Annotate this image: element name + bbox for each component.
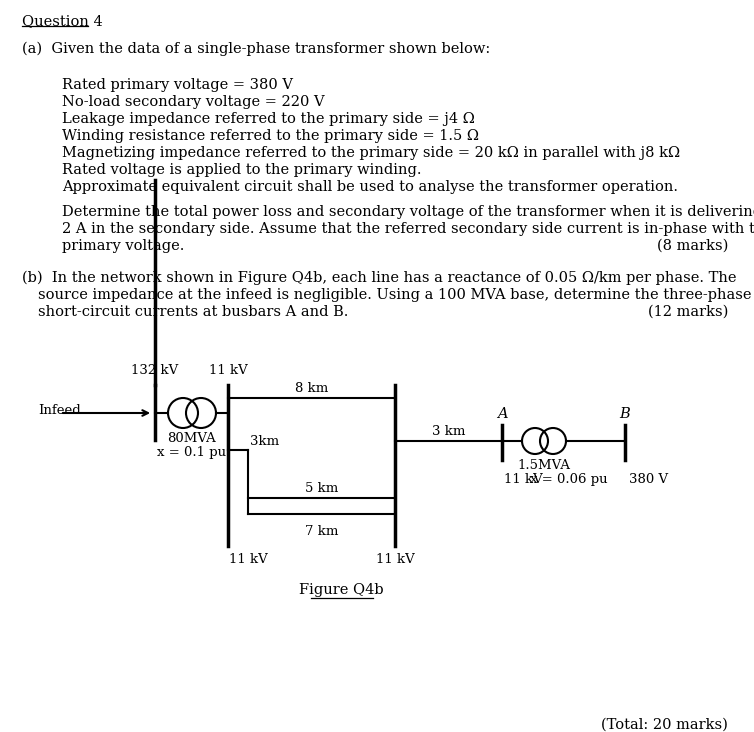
Text: 11 kV: 11 kV (504, 473, 543, 486)
Text: 132 kV: 132 kV (131, 364, 179, 377)
Text: (a)  Given the data of a single-phase transformer shown below:: (a) Given the data of a single-phase tra… (22, 42, 490, 56)
Text: A: A (497, 407, 507, 421)
Text: Figure Q4b: Figure Q4b (299, 583, 384, 597)
Text: B: B (620, 407, 630, 421)
Text: 8 km: 8 km (295, 382, 328, 395)
Text: No-load secondary voltage = 220 V: No-load secondary voltage = 220 V (62, 95, 325, 109)
Text: 11 kV: 11 kV (209, 364, 247, 377)
Text: 80MVA: 80MVA (167, 432, 216, 445)
Text: Magnetizing impedance referred to the primary side = 20 kΩ in parallel with j8 k: Magnetizing impedance referred to the pr… (62, 146, 680, 160)
Text: Leakage impedance referred to the primary side = j4 Ω: Leakage impedance referred to the primar… (62, 112, 475, 126)
Text: (12 marks): (12 marks) (648, 305, 728, 319)
Text: 11 kV: 11 kV (375, 553, 415, 566)
Text: Infeed: Infeed (38, 404, 81, 417)
Text: (8 marks): (8 marks) (657, 239, 728, 253)
Text: Rated primary voltage = 380 V: Rated primary voltage = 380 V (62, 78, 293, 92)
Text: 3km: 3km (250, 435, 279, 448)
Text: Approximate equivalent circuit shall be used to analyse the transformer operatio: Approximate equivalent circuit shall be … (62, 180, 678, 194)
Text: Rated voltage is applied to the primary winding.: Rated voltage is applied to the primary … (62, 163, 421, 177)
Text: source impedance at the infeed is negligible. Using a 100 MVA base, determine th: source impedance at the infeed is neglig… (38, 288, 752, 302)
Text: (Total: 20 marks): (Total: 20 marks) (601, 718, 728, 732)
Text: x = 0.06 pu: x = 0.06 pu (530, 473, 608, 486)
Text: 11 kV: 11 kV (228, 553, 268, 566)
Text: 7 km: 7 km (305, 525, 339, 538)
Text: 1.5MVA: 1.5MVA (517, 459, 571, 472)
Text: (b)  In the network shown in Figure Q4b, each line has a reactance of 0.05 Ω/km : (b) In the network shown in Figure Q4b, … (22, 271, 737, 285)
Text: 380 V: 380 V (629, 473, 668, 486)
Text: 2 A in the secondary side. Assume that the referred secondary side current is in: 2 A in the secondary side. Assume that t… (62, 222, 754, 236)
Text: short-circuit currents at busbars A and B.: short-circuit currents at busbars A and … (38, 305, 348, 319)
Text: Winding resistance referred to the primary side = 1.5 Ω: Winding resistance referred to the prima… (62, 129, 479, 143)
Text: primary voltage.: primary voltage. (62, 239, 185, 253)
Text: 5 km: 5 km (305, 482, 338, 495)
Text: Determine the total power loss and secondary voltage of the transformer when it : Determine the total power loss and secon… (62, 205, 754, 219)
Text: Question 4: Question 4 (22, 14, 103, 28)
Text: x = 0.1 pu: x = 0.1 pu (158, 446, 226, 459)
Text: 3 km: 3 km (432, 425, 465, 438)
